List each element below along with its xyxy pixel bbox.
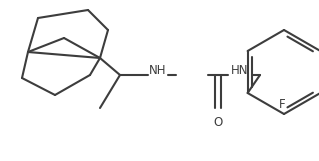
Text: NH: NH xyxy=(149,63,167,76)
Text: O: O xyxy=(213,115,223,128)
Text: HN: HN xyxy=(231,63,249,76)
Text: F: F xyxy=(279,98,285,110)
